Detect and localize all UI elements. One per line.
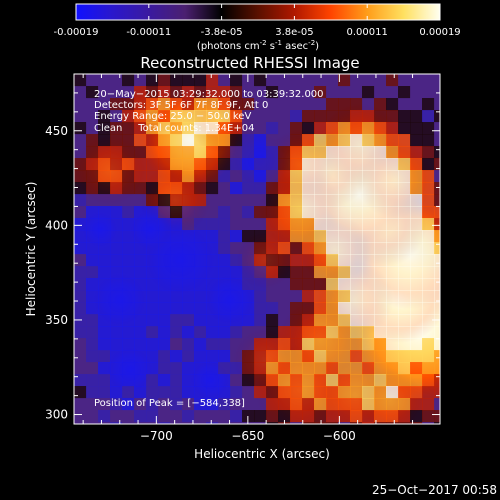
y-tick-labels: 450 400 350 300 [45, 124, 68, 422]
y-tick-label: 350 [45, 313, 68, 327]
colorbar-tick-labels: -0.00019 -0.00011 -3.8e-05 3.8e-05 0.000… [54, 27, 461, 38]
observation-info: 20−May−2015 03:29:32.000 to 03:39:32.000… [94, 89, 324, 134]
y-tick-label: 450 [45, 124, 68, 138]
info-line-detectors: Detectors: 3F 5F 6F 7F 8F 9F, Att 0 [94, 100, 268, 111]
colorbar-tick-label: 3.8e-05 [275, 27, 313, 38]
colorbar-ticks [75, 4, 441, 20]
y-tick-label: 400 [45, 218, 68, 232]
x-tick-label: −600 [323, 429, 356, 443]
info-line-time: 20−May−2015 03:29:32.000 to 03:39:32.000 [94, 89, 324, 100]
colorbar-tick-label: -0.00011 [126, 27, 171, 38]
x-axis-title: Heliocentric X (arcsec) [194, 447, 330, 461]
info-line-energy: Energy Range: 25.0 − 50.0 keV [94, 111, 251, 122]
timestamp: 25−Oct−2017 00:58 [372, 483, 497, 497]
image-title: Reconstructed RHESSI Image [140, 54, 359, 72]
image-frame [73, 73, 441, 425]
colorbar-tick-label: -3.8e-05 [201, 27, 243, 38]
x-tick-label: −650 [231, 429, 264, 443]
colorbar [75, 3, 441, 21]
x-tick-labels: −700 −650 −600 [140, 429, 356, 443]
colorbar-tick-label: 0.00011 [347, 27, 388, 38]
peak-position-label: Position of Peak = [−584,338] [94, 398, 245, 409]
rhessi-image [74, 74, 440, 424]
axis-ticks [74, 73, 440, 424]
colorbar-tick-label: -0.00019 [54, 27, 99, 38]
x-tick-label: −700 [140, 429, 173, 443]
info-line-clean: Clean Total counts: 1.34E+04 [94, 123, 254, 134]
colorbar-tick-label: 0.00019 [419, 27, 460, 38]
colorbar-unit-label: (photons cm-2 s-1 asec-2) [197, 39, 319, 52]
y-axis-title: Heliocentric Y (arcsec) [24, 182, 38, 317]
y-tick-label: 300 [45, 408, 68, 422]
